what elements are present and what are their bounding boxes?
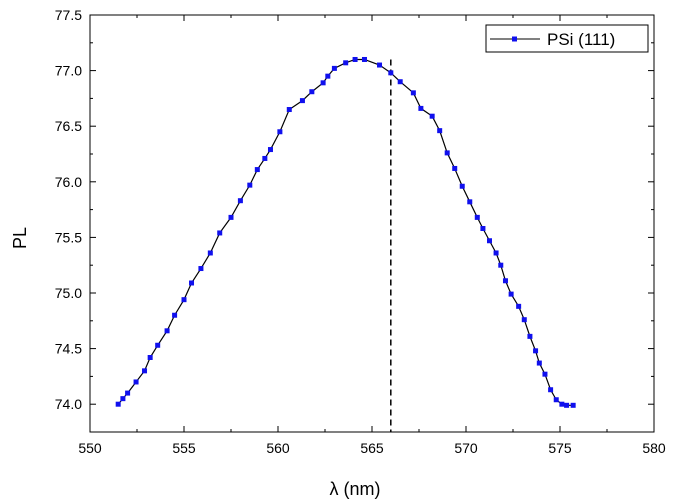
data-point [164, 328, 170, 334]
data-point [147, 355, 153, 360]
data-point [564, 402, 570, 408]
data-point [254, 167, 260, 173]
data-point [352, 56, 358, 62]
data-point [142, 368, 148, 374]
x-tick-label: 555 [172, 440, 196, 456]
data-point [452, 165, 458, 171]
data-point [410, 90, 416, 96]
x-tick-label: 550 [78, 440, 102, 456]
data-point [493, 250, 499, 256]
data-point [437, 128, 443, 134]
data-point [521, 317, 527, 323]
y-tick-label: 77.0 [55, 63, 82, 79]
data-point [262, 155, 268, 161]
data-point [418, 105, 424, 111]
data-point [228, 214, 234, 220]
legend: PSi (111) [485, 24, 649, 53]
data-point [377, 62, 383, 68]
x-tick-label: 570 [454, 440, 478, 456]
data-point [397, 79, 403, 85]
data-point [516, 303, 522, 309]
data-point [207, 250, 213, 256]
data-point [480, 226, 486, 231]
data-point [133, 379, 139, 385]
data-point [237, 198, 243, 204]
y-tick-label: 76.0 [55, 174, 82, 190]
data-point [459, 183, 465, 189]
data-point [559, 401, 565, 407]
data-point [155, 342, 161, 348]
data-point [267, 147, 273, 153]
data-point [474, 214, 480, 220]
legend-marker [512, 36, 517, 42]
data-point [361, 56, 367, 62]
data-point [487, 238, 492, 244]
data-point [467, 199, 473, 205]
data-point [247, 182, 253, 188]
data-point [527, 333, 533, 339]
y-tick-label: 74.0 [55, 396, 82, 412]
data-point [388, 70, 394, 76]
data-point [533, 348, 539, 354]
y-axis-title: PL [10, 227, 30, 249]
data-point [542, 371, 548, 377]
data-point [536, 360, 542, 366]
data-point [548, 387, 554, 393]
data-point [444, 150, 450, 156]
data-point [331, 65, 337, 71]
plot-frame [89, 14, 655, 433]
data-point [309, 89, 315, 95]
data-point [299, 98, 305, 104]
y-tick-label: 77.5 [55, 7, 82, 23]
data-point [498, 262, 504, 268]
y-tick-label: 75.0 [55, 285, 82, 301]
data-point [125, 390, 131, 396]
axis-ticks: 550 555 560 565 570 575 580 74.0 74.5 75.0 75.5 76.… [55, 7, 666, 456]
data-point [508, 291, 514, 297]
data-point [115, 401, 121, 407]
legend-series-name: PSi (111) [547, 30, 615, 49]
data-point [172, 312, 178, 318]
data-point [189, 280, 195, 286]
y-tick-label: 75.5 [55, 229, 82, 245]
data-point [320, 80, 326, 86]
data-point [217, 230, 223, 236]
data-point [181, 297, 187, 303]
x-tick-label: 565 [360, 440, 384, 456]
x-axis-title: λ (nm) [330, 479, 381, 499]
y-tick-label: 76.5 [55, 118, 82, 134]
x-tick-label: 580 [642, 440, 666, 456]
data-point [120, 396, 126, 402]
data-point [429, 113, 435, 119]
data-point [570, 402, 576, 408]
y-tick-label: 74.5 [55, 341, 82, 357]
data-point [553, 397, 559, 403]
data-point [343, 60, 349, 66]
data-point [198, 266, 204, 272]
series-group [115, 56, 576, 408]
data-point [277, 129, 283, 135]
data-point [502, 278, 508, 284]
x-tick-label: 575 [548, 440, 572, 456]
series-line [117, 58, 574, 406]
data-point [325, 73, 331, 79]
data-point [286, 107, 292, 113]
x-tick-label: 560 [266, 440, 290, 456]
